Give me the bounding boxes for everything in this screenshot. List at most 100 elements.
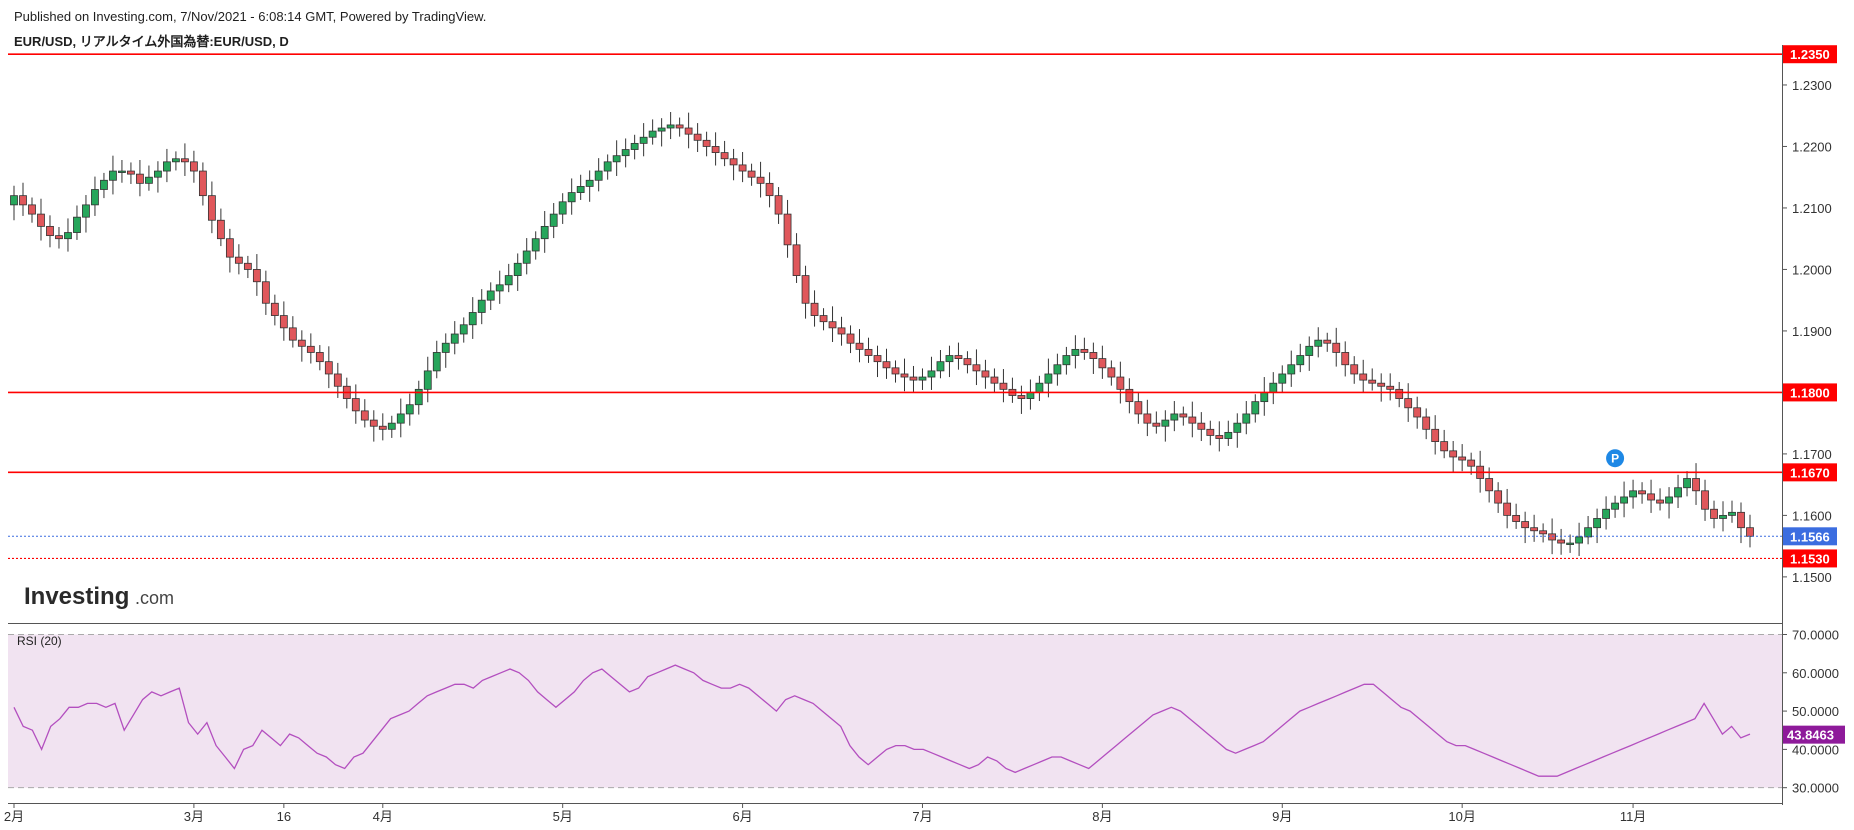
candle-down <box>801 275 810 304</box>
time-tick-label: 3月 <box>184 809 204 824</box>
candle-down <box>207 195 216 221</box>
candle-up <box>540 225 549 240</box>
candle-up <box>1584 527 1592 538</box>
candle-up <box>1251 401 1260 415</box>
candle-down <box>1701 490 1709 510</box>
candle-down <box>37 213 45 227</box>
time-tick-label: 10月 <box>1448 809 1475 824</box>
candle-up <box>504 275 513 286</box>
candle-down <box>1107 367 1116 378</box>
candle-down <box>1116 376 1125 390</box>
logo-suffix-text: .com <box>135 588 174 608</box>
candle-up <box>1071 348 1080 356</box>
candle-down <box>55 235 63 240</box>
candle-down <box>378 425 387 430</box>
candle-down <box>189 161 198 172</box>
candle-down <box>774 195 783 215</box>
candle-down <box>1467 459 1476 467</box>
candle-down <box>46 225 54 237</box>
candle-up <box>495 284 504 292</box>
price-tick-label: 1.1500 <box>1792 570 1832 585</box>
candle-down <box>181 158 189 163</box>
level-tag <box>1783 45 1837 64</box>
candle-down <box>1332 342 1341 353</box>
candle-down <box>783 213 792 246</box>
candle-down <box>297 339 306 347</box>
candle-up <box>1620 496 1628 504</box>
candle-up <box>73 216 81 233</box>
time-tick-label: 9月 <box>1272 809 1292 824</box>
candle-down <box>756 176 765 184</box>
candle-down <box>999 382 1008 390</box>
candle-up <box>387 422 396 430</box>
time-tick-label: 4月 <box>373 809 393 824</box>
candle-down <box>1431 428 1440 443</box>
candle-up <box>513 262 522 276</box>
candle-down <box>1206 428 1215 436</box>
candle-down <box>1134 401 1143 415</box>
candle-down <box>216 219 225 240</box>
candle-down <box>19 195 27 206</box>
candle-down <box>1494 490 1503 504</box>
candle-down <box>1746 527 1754 537</box>
candle-down <box>990 376 999 384</box>
candle-down <box>1422 416 1431 430</box>
axes: 1.2300 1.2200 1.2100 1.2000 1.1900 1.1700 1.16… <box>4 45 1845 824</box>
candle-down <box>360 410 369 421</box>
candle-down <box>702 139 711 147</box>
published-info: Published on Investing.com, 7/Nov/2021 -… <box>14 9 487 24</box>
candle-down <box>1395 388 1404 399</box>
candle-up <box>1719 514 1727 519</box>
candle-down <box>972 364 981 372</box>
time-tick-label: 2月 <box>4 809 24 824</box>
rsi-pane: RSI (20) <box>8 633 1782 789</box>
rsi-value-label: 43.8463 <box>1787 728 1834 743</box>
candle-down <box>909 376 918 381</box>
candle-down <box>136 173 144 184</box>
candle-up <box>612 155 621 163</box>
rsi-band <box>8 634 1782 788</box>
price-tick-label: 1.2200 <box>1792 139 1832 154</box>
candle-down <box>900 373 909 378</box>
candle-down <box>1647 493 1655 501</box>
candle-up <box>1044 373 1053 384</box>
candle-down <box>1341 352 1350 366</box>
rsi-tick-label: 40.0000 <box>1792 742 1839 757</box>
candle-down <box>855 342 864 350</box>
time-tick-label: 6月 <box>732 809 752 824</box>
candle-down <box>765 182 774 197</box>
candle-up <box>1314 339 1323 347</box>
candle-up <box>1728 511 1736 516</box>
candle-up <box>1242 413 1251 424</box>
price-pane: P <box>8 53 1782 560</box>
price-tick-label: 1.1600 <box>1792 508 1832 523</box>
candle-up <box>396 413 405 424</box>
candle-down <box>1350 364 1359 375</box>
candle-down <box>1197 422 1206 430</box>
last-price-label: 1.1566 <box>1790 529 1830 544</box>
candle-down <box>1215 435 1224 439</box>
candle-down <box>1359 373 1368 381</box>
candle-up <box>576 186 585 193</box>
candle-up <box>1665 496 1673 504</box>
price-tick-label: 1.2300 <box>1792 78 1832 93</box>
candle-down <box>1152 422 1161 427</box>
candle-up <box>1161 419 1170 427</box>
candle-down <box>1386 385 1395 390</box>
candle-down <box>333 373 342 387</box>
candle-down <box>747 170 756 178</box>
candle-up <box>91 189 99 206</box>
candle-down <box>693 133 702 141</box>
time-tick-label: 16 <box>277 809 291 824</box>
candle-up <box>1602 508 1610 519</box>
candle-down <box>1503 502 1512 516</box>
rsi-tick-label: 60.0000 <box>1792 666 1839 681</box>
candle-down <box>1521 521 1530 529</box>
candle-up <box>1062 355 1071 366</box>
candle-down <box>1458 456 1467 461</box>
candle-up <box>163 161 171 172</box>
candle-up <box>549 213 558 227</box>
candle-up <box>172 158 180 163</box>
time-tick-label: 7月 <box>912 809 932 824</box>
